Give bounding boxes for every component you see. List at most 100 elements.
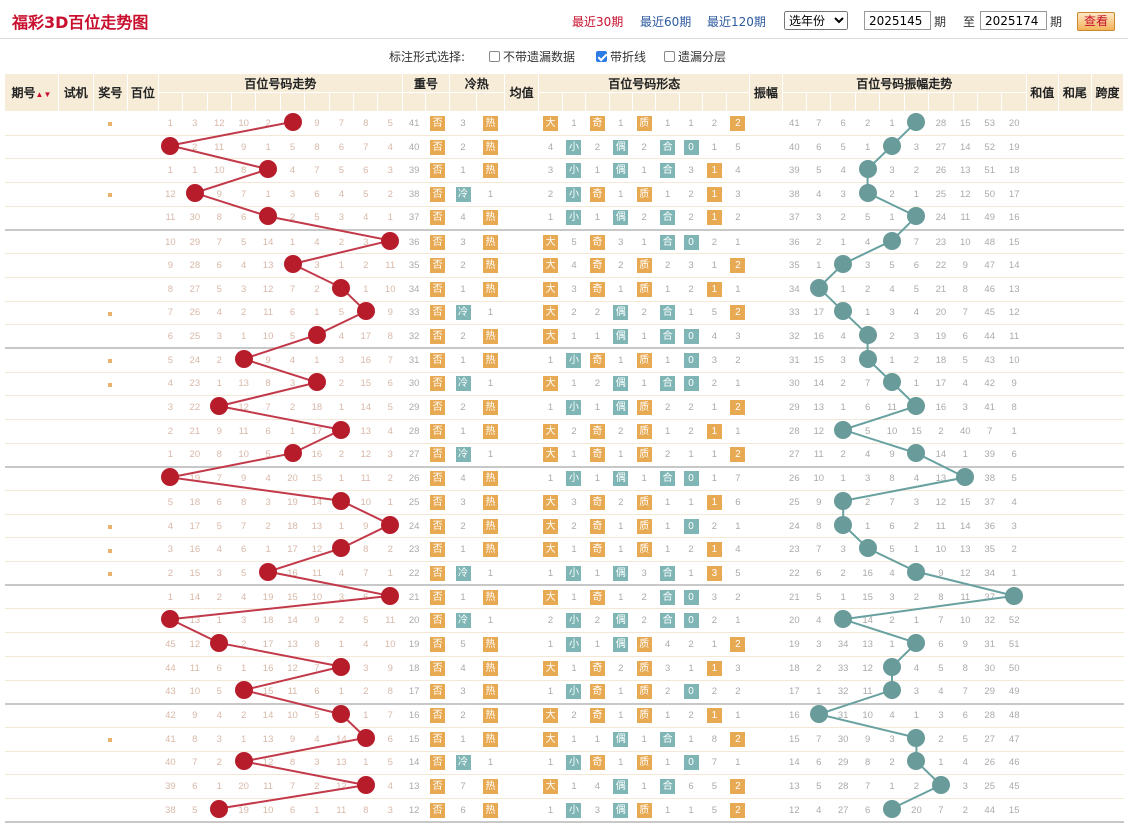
checkbox-icon[interactable] <box>664 51 675 62</box>
amp-trend-cell: 18 <box>928 348 954 373</box>
trend-cell: 26 <box>182 301 208 326</box>
amp-trend-cell: 4 <box>879 277 905 302</box>
trend-cell: 1 <box>329 466 354 491</box>
cold-cell: 2 <box>449 703 477 728</box>
trend-cell: 16 <box>304 443 330 468</box>
test-cell <box>58 348 94 373</box>
mod-badge: 1 <box>706 660 722 676</box>
shape-cell: 1 <box>609 182 633 207</box>
shape-badge: 质 <box>636 542 652 558</box>
digit-subheader <box>279 92 306 112</box>
trend-cell: 4 <box>207 537 232 563</box>
no-omission-option[interactable]: 不带遗漏数据 <box>489 48 575 65</box>
amp-trend-cell: 1 <box>904 703 929 728</box>
amp-trend-cell: 3 <box>879 585 905 610</box>
prize-cell <box>93 608 128 634</box>
year-select[interactable]: 选年份 <box>784 11 848 30</box>
to-issue-input[interactable] <box>980 11 1047 30</box>
amp-trend-cell: 9 <box>855 727 880 752</box>
trend-cell <box>158 135 183 160</box>
trend-cell: 43 <box>158 680 183 705</box>
hundred-digit-cell <box>127 466 159 491</box>
trend-cell: 40 <box>158 751 183 776</box>
trend-cell: 1 <box>377 206 403 231</box>
shape-cell: 1 <box>585 324 610 350</box>
shape-cell: 偶 <box>609 324 633 350</box>
trend-cell: 11 <box>231 419 256 444</box>
trend-cell: 14 <box>255 229 281 255</box>
cold-cell: 2 <box>449 253 477 278</box>
amp-cell <box>749 229 783 255</box>
repeat-no-badge: 否 <box>430 755 446 771</box>
sum-cell <box>1026 206 1059 231</box>
amp-trend-cell: 48 <box>977 229 1002 255</box>
shape-cell: 7 <box>726 466 750 491</box>
trend-cell: 20 <box>182 443 208 468</box>
link-recent-120[interactable]: 最近120期 <box>707 15 766 29</box>
trend-cell: 8 <box>353 111 378 136</box>
hundred-digit-cell <box>127 419 159 444</box>
prize-cell <box>93 490 128 515</box>
hot-badge: 热 <box>483 115 499 131</box>
link-recent-30[interactable]: 最近30期 <box>572 15 624 29</box>
span-cell <box>1091 514 1124 539</box>
link-recent-60[interactable]: 最近60期 <box>640 15 692 29</box>
shape-cell: 1 <box>655 703 680 728</box>
shape-cell: 2 <box>655 253 680 278</box>
trend-cell: 12 <box>182 632 208 657</box>
trend-cell: 12 <box>255 751 281 776</box>
checkbox-checked-icon[interactable] <box>596 51 607 62</box>
sort-icon[interactable]: ▲▼ <box>35 90 52 99</box>
sum-cell <box>1026 514 1059 539</box>
shape-badge: 质 <box>636 636 652 652</box>
shape-cell: 偶 <box>609 561 633 587</box>
trend-cell: 2 <box>231 632 256 657</box>
amp-trend-cell: 14 <box>855 608 880 634</box>
trend-cell: 41 <box>158 727 183 752</box>
hot-badge: 热 <box>483 163 499 179</box>
from-issue-input[interactable] <box>864 11 931 30</box>
amp-trend-cell: 5 <box>830 135 856 160</box>
shape-badge: 偶 <box>613 471 629 487</box>
trend-cell: 5 <box>377 111 403 136</box>
amp-ball <box>883 136 902 155</box>
shape-cell: 3 <box>609 229 633 255</box>
issue-cell <box>4 206 59 231</box>
shape-badge: 小 <box>566 565 582 581</box>
shape-cell: 2 <box>702 514 727 539</box>
mod-badge: 2 <box>730 779 746 795</box>
tail-cell <box>1058 490 1092 515</box>
amp-cell <box>749 537 783 563</box>
trend-cell: 6 <box>182 774 208 799</box>
query-button[interactable]: 查看 <box>1077 12 1115 31</box>
trend-header: 百位号码走势 <box>157 73 403 93</box>
test-cell <box>58 680 94 705</box>
amp-trend-cell: 3 <box>904 135 929 160</box>
shape-cell: 4 <box>726 537 750 563</box>
trend-cell: 4 <box>280 348 305 373</box>
trend-cell: 5 <box>158 348 183 373</box>
amp-trend-cell: 5 <box>879 253 905 278</box>
trend-cell <box>304 372 330 397</box>
trend-cell <box>377 585 403 610</box>
amp-trend-cell: 5 <box>953 727 978 752</box>
test-cell <box>58 656 94 681</box>
prize-cell <box>93 324 128 350</box>
test-cell <box>58 206 94 231</box>
issue-header[interactable]: 期号▲▼ <box>4 73 59 112</box>
amp-ball <box>858 539 877 558</box>
checkbox-icon[interactable] <box>489 51 500 62</box>
amp-trend-cell: 13 <box>782 774 807 799</box>
polyline-option[interactable]: 带折线 <box>596 48 646 65</box>
trend-cell: 7 <box>377 348 403 373</box>
tail-cell <box>1058 372 1092 397</box>
omission-layer-option[interactable]: 遗漏分层 <box>664 48 726 65</box>
trend-cell: 7 <box>304 158 330 184</box>
trend-cell: 9 <box>280 727 305 752</box>
shape-badge: 奇 <box>589 257 605 273</box>
repeat-no-badge: 否 <box>430 400 446 416</box>
shape-cell: 1 <box>585 632 610 657</box>
span-cell <box>1091 774 1124 799</box>
sum-cell <box>1026 727 1059 752</box>
shape-cell: 1 <box>679 656 703 681</box>
